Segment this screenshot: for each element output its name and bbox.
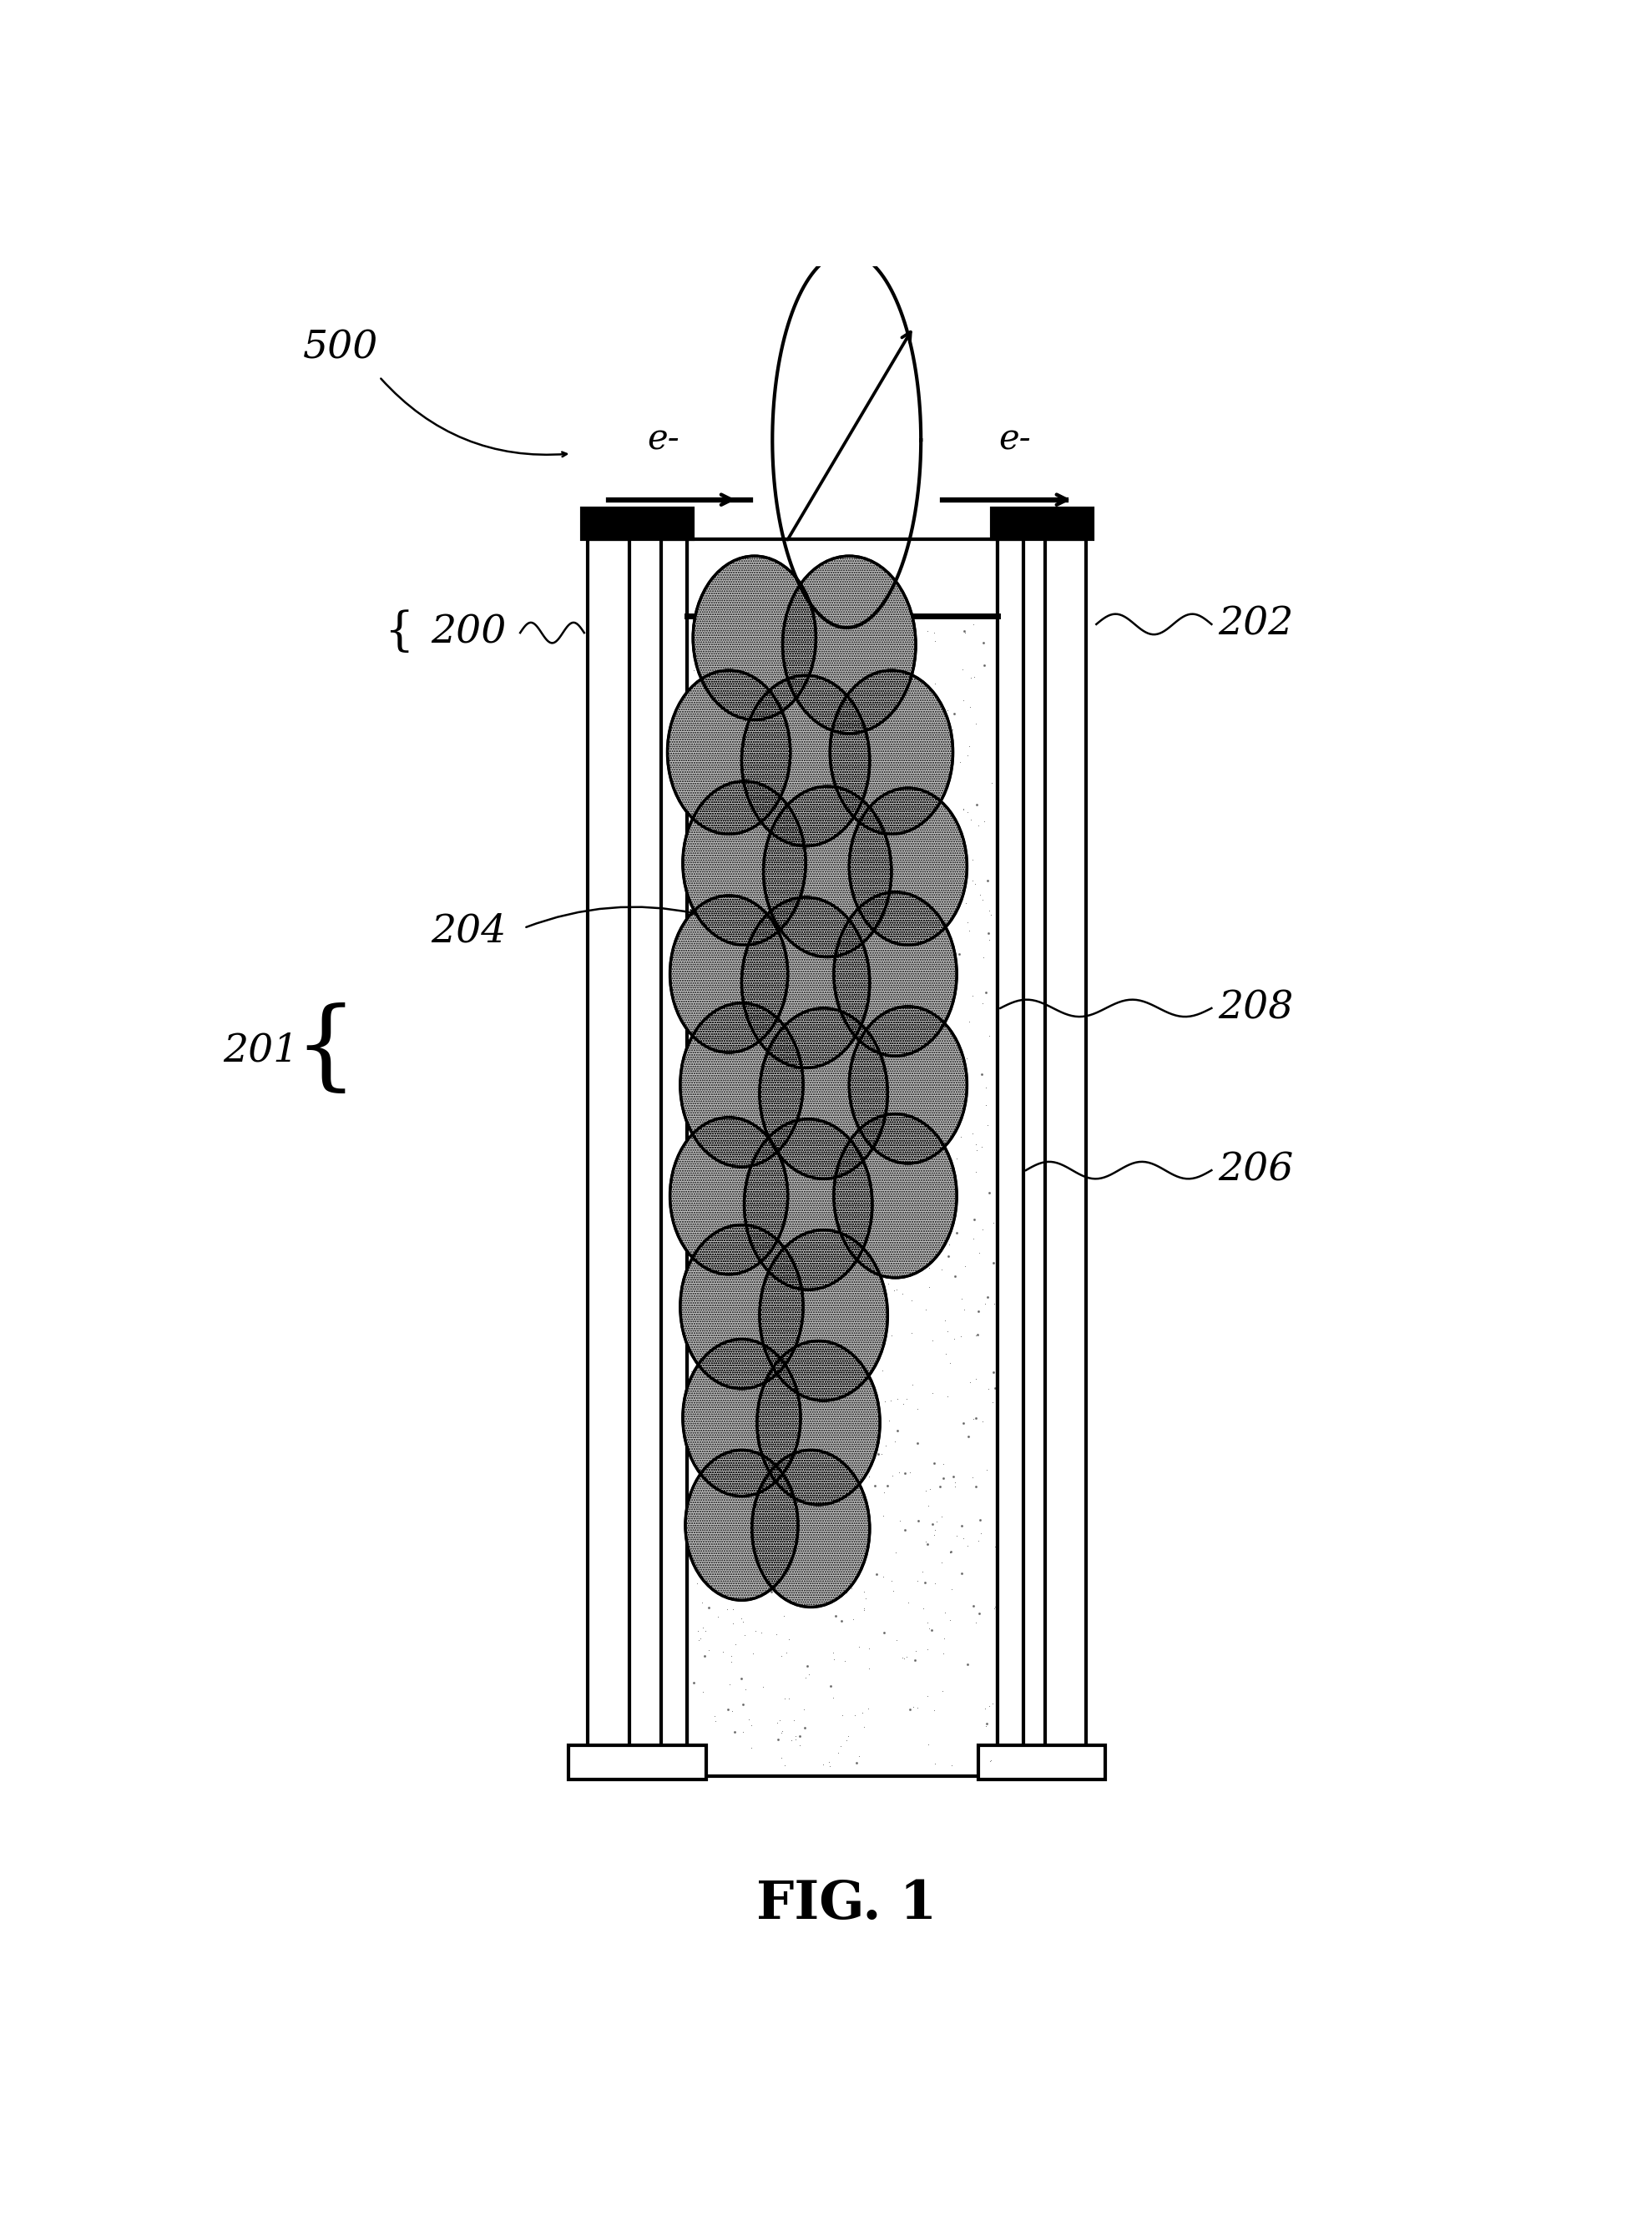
Text: {: { <box>294 1004 357 1099</box>
Circle shape <box>849 789 966 944</box>
Circle shape <box>682 782 806 944</box>
Text: 208: 208 <box>1218 988 1294 1026</box>
Text: 206: 206 <box>1218 1152 1294 1190</box>
Circle shape <box>834 1115 957 1279</box>
Circle shape <box>834 893 957 1057</box>
Circle shape <box>671 895 788 1053</box>
Circle shape <box>783 556 915 733</box>
Text: e-: e- <box>646 421 679 456</box>
Circle shape <box>757 1341 881 1505</box>
Text: e-: e- <box>998 421 1031 456</box>
Circle shape <box>694 556 816 720</box>
Bar <box>991 507 1092 538</box>
Circle shape <box>763 787 892 957</box>
Circle shape <box>667 669 790 833</box>
Circle shape <box>760 1230 887 1401</box>
Circle shape <box>742 676 869 847</box>
Circle shape <box>829 669 953 833</box>
Text: 500: 500 <box>304 328 378 366</box>
Circle shape <box>681 1225 803 1389</box>
Circle shape <box>686 1449 798 1600</box>
Text: FIG. 1: FIG. 1 <box>757 1879 937 1930</box>
Circle shape <box>681 1004 803 1168</box>
Circle shape <box>752 1449 869 1607</box>
Bar <box>568 1746 705 1779</box>
Circle shape <box>849 1006 966 1163</box>
Circle shape <box>671 1117 788 1274</box>
Text: 202: 202 <box>1218 605 1294 643</box>
Circle shape <box>760 1008 887 1179</box>
Text: {: { <box>383 609 413 656</box>
Bar <box>588 538 629 1775</box>
Text: 204: 204 <box>431 913 506 951</box>
Circle shape <box>745 1119 872 1290</box>
Bar <box>661 538 687 1775</box>
Bar <box>998 538 1023 1775</box>
Text: 200: 200 <box>431 614 506 652</box>
Bar <box>978 1746 1105 1779</box>
Circle shape <box>682 1338 801 1496</box>
Text: 201: 201 <box>223 1033 299 1070</box>
Bar <box>582 507 694 538</box>
Bar <box>687 538 998 1775</box>
Circle shape <box>742 897 869 1068</box>
Bar <box>1046 538 1085 1775</box>
